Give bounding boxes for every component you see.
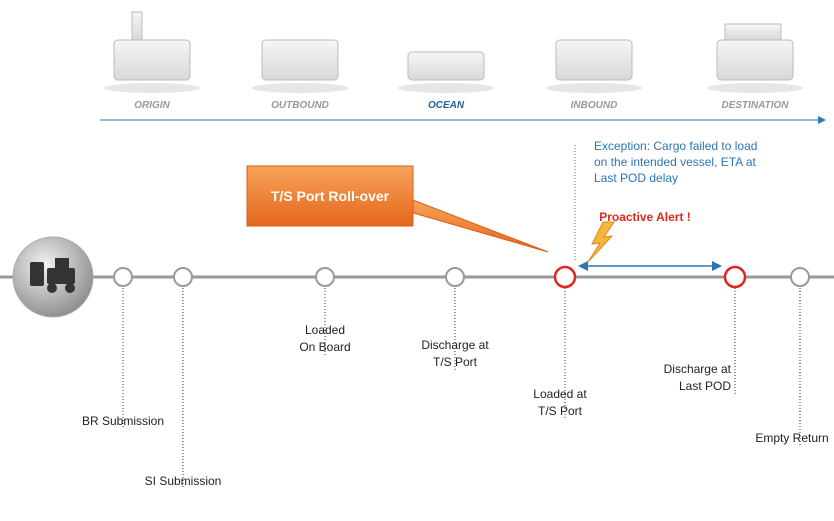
milestone-label: BR Submission bbox=[82, 414, 164, 428]
milestone-label: On Board bbox=[299, 340, 350, 354]
milestone bbox=[555, 267, 575, 287]
stage-icon bbox=[262, 40, 338, 80]
callout-pointer bbox=[390, 200, 548, 252]
icon-shadow bbox=[252, 83, 348, 93]
milestone-label: Discharge at bbox=[664, 362, 732, 376]
chimney bbox=[132, 12, 142, 40]
milestone-label: SI Submission bbox=[145, 474, 222, 488]
callout-text: T/S Port Roll-over bbox=[271, 188, 390, 204]
stage-label: DESTINATION bbox=[721, 100, 789, 111]
milestone bbox=[725, 267, 745, 287]
milestone-label: Empty Return bbox=[755, 431, 828, 445]
milestone bbox=[316, 268, 334, 286]
icon-shadow bbox=[104, 83, 200, 93]
icon-shadow bbox=[707, 83, 803, 93]
stage-icon bbox=[556, 40, 632, 80]
milestone bbox=[446, 268, 464, 286]
diagram: T/S Port Roll-over Proactive Alert ! ORI… bbox=[0, 0, 834, 521]
arrow-head bbox=[578, 261, 588, 271]
milestone bbox=[174, 268, 192, 286]
alert-bolt bbox=[588, 222, 614, 262]
building-top bbox=[725, 24, 781, 40]
milestone-label: Discharge at bbox=[421, 338, 489, 352]
stage-label: OCEAN bbox=[428, 100, 465, 111]
milestone bbox=[791, 268, 809, 286]
stage-label: ORIGIN bbox=[134, 100, 170, 111]
icon-shadow bbox=[398, 83, 494, 93]
milestone-label: Last POD bbox=[679, 379, 731, 393]
page: T/S Port Roll-over Proactive Alert ! ORI… bbox=[0, 0, 834, 521]
exception-text: Last POD delay bbox=[594, 171, 678, 185]
arrow-head bbox=[818, 116, 826, 124]
stage-icon bbox=[408, 52, 484, 80]
stage-icon bbox=[717, 40, 793, 80]
milestone-label: T/S Port bbox=[538, 404, 583, 418]
icon-shadow bbox=[546, 83, 642, 93]
stage-label: INBOUND bbox=[571, 100, 618, 111]
stage-label: OUTBOUND bbox=[271, 100, 329, 111]
stage-icon bbox=[114, 40, 190, 80]
alert-text: Proactive Alert ! bbox=[599, 210, 691, 224]
milestone-label: Loaded bbox=[305, 323, 345, 337]
milestone-label: T/S Port bbox=[433, 355, 478, 369]
arrow-head bbox=[712, 261, 722, 271]
exception-text: Exception: Cargo failed to load bbox=[594, 139, 757, 153]
exception-text: on the intended vessel, ETA at bbox=[594, 155, 757, 169]
milestone bbox=[114, 268, 132, 286]
milestone-label: Loaded at bbox=[533, 387, 587, 401]
